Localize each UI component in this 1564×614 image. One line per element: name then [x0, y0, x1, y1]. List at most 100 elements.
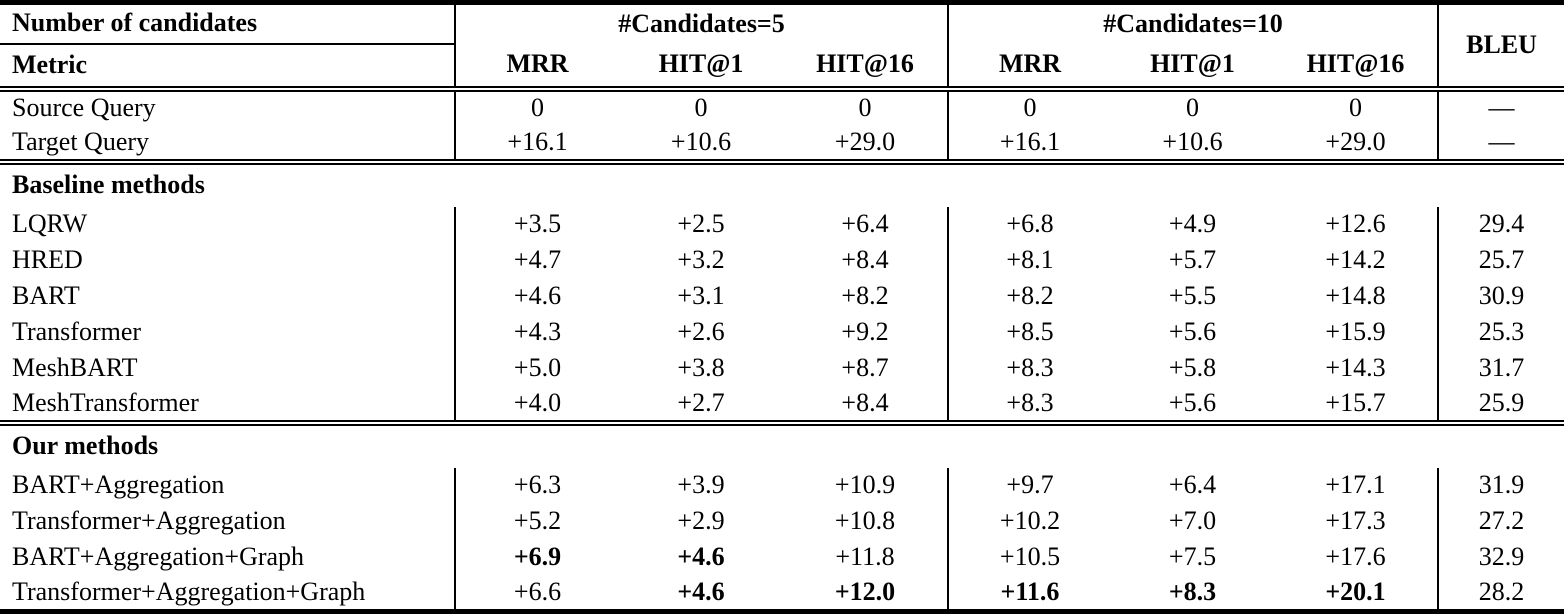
- metric-value: +10.5: [947, 539, 1111, 576]
- table-row-meshbart: MeshBART +5.0 +3.8 +8.7 +8.3 +5.8 +14.3 …: [0, 350, 1564, 387]
- metric-value: +10.2: [947, 503, 1111, 540]
- header-group-candidates-5: #Candidates=5: [454, 2, 948, 44]
- header-hit1-5: HIT@1: [619, 43, 783, 92]
- section-title-ours: Our methods: [12, 431, 159, 461]
- metric-value: +5.7: [1168, 245, 1217, 275]
- section-title-row: Our methods: [0, 423, 1564, 468]
- metric-value: +10.8: [834, 506, 896, 536]
- metric-value: +14.2: [1325, 245, 1386, 275]
- metric-value: +5.0: [454, 350, 619, 387]
- metric-value: —: [1437, 88, 1564, 126]
- metric-value: 0: [1186, 93, 1199, 123]
- metric-value: +3.8: [677, 352, 725, 382]
- metric-value: +15.7: [1274, 386, 1439, 426]
- table-row-target-query: Target Query +16.1 +10.6 +29.0 +16.1 +10…: [0, 125, 1564, 165]
- metric-value: 25.7: [1437, 242, 1564, 279]
- metric-value: 30.9: [1437, 278, 1564, 315]
- metric-value: +3.1: [677, 281, 725, 311]
- metric-value: +12.0: [834, 576, 896, 606]
- header-hit1-10: HIT@1: [1111, 43, 1274, 92]
- section-title-row: Baseline methods: [0, 162, 1564, 207]
- metric-value: 0: [947, 88, 1111, 126]
- table-row-hred: HRED +4.7 +3.2 +8.4 +8.1 +5.7 +14.2 25.7: [0, 242, 1564, 279]
- header-hit16-5: HIT@16: [783, 43, 948, 92]
- metric-value: 0: [858, 93, 872, 123]
- table-row-bart: BART +4.6 +3.1 +8.2 +8.2 +5.5 +14.8 30.9: [0, 278, 1564, 315]
- metric-value: +17.1: [1325, 470, 1386, 500]
- method-label: Transformer: [12, 317, 142, 347]
- metric-value: +4.6: [677, 576, 725, 606]
- metric-value: 31.9: [1437, 467, 1564, 504]
- metric-value: +10.6: [619, 125, 783, 165]
- metric-value: 31.7: [1437, 350, 1564, 387]
- metric-value: 28.2: [1437, 575, 1564, 612]
- metric-value: +10.6: [1111, 125, 1274, 165]
- metric-value: +4.3: [454, 314, 619, 351]
- header-row-1: Number of candidates #Candidates=5 #Cand…: [0, 2, 1564, 92]
- metric-value: +4.7: [454, 242, 619, 279]
- method-label: Target Query: [0, 125, 455, 165]
- metric-value: 25.9: [1437, 386, 1564, 426]
- metric-value: +14.8: [1325, 281, 1386, 311]
- metric-value: +9.7: [947, 467, 1111, 504]
- metric-value: +8.4: [841, 245, 889, 275]
- table-row-transformer-aggregation: Transformer+Aggregation +5.2 +2.9 +10.8 …: [0, 503, 1564, 540]
- metric-value: +5.2: [454, 503, 619, 540]
- method-label: Transformer+Aggregation+Graph: [12, 576, 366, 606]
- metric-value: +10.9: [834, 470, 896, 500]
- metric-value: +2.9: [677, 506, 725, 536]
- metric-value: +16.1: [454, 125, 619, 165]
- metric-value: +8.2: [947, 278, 1111, 315]
- metric-value: +8.3: [947, 386, 1111, 426]
- metric-value: 27.2: [1437, 503, 1564, 540]
- metric-value: 0: [1349, 93, 1362, 123]
- method-label: Source Query: [12, 93, 156, 123]
- header-mrr-5: MRR: [454, 43, 619, 92]
- method-label: BART+Aggregation+Graph: [12, 542, 305, 572]
- metric-value: +4.0: [454, 386, 619, 426]
- method-label: MeshBART: [12, 352, 138, 382]
- metric-value: +5.5: [1168, 281, 1217, 311]
- header-row-2: Metric MRR HIT@1 HIT@16 MRR HIT@1 HIT@16: [0, 43, 1564, 92]
- header-metric: Metric: [0, 43, 455, 92]
- table-row-meshtransformer: MeshTransformer +4.0 +2.7 +8.4 +8.3 +5.6…: [0, 386, 1564, 426]
- metric-value: +4.6: [454, 278, 619, 315]
- metric-value: +29.0: [783, 125, 948, 165]
- header-group-candidates-10: #Candidates=10: [946, 2, 1439, 44]
- metric-value: 29.4: [1437, 206, 1564, 243]
- method-label: LQRW: [12, 209, 88, 239]
- metric-value: +17.3: [1325, 506, 1386, 536]
- method-label: BART: [12, 281, 80, 311]
- metric-value: +11.6: [947, 575, 1111, 612]
- metric-value: +8.7: [841, 352, 889, 382]
- metric-value: +12.6: [1325, 209, 1386, 239]
- metric-value: +8.1: [947, 242, 1111, 279]
- method-label: BART+Aggregation: [12, 470, 225, 500]
- metric-value: +8.4: [783, 386, 948, 426]
- method-label: HRED: [12, 245, 83, 275]
- metric-value: 25.3: [1437, 314, 1564, 351]
- method-label: MeshTransformer: [0, 386, 455, 426]
- header-mrr-10: MRR: [947, 43, 1111, 92]
- metric-value: +7.5: [1168, 542, 1217, 572]
- metric-value: +5.6: [1111, 386, 1274, 426]
- metric-value: +4.9: [1168, 209, 1217, 239]
- metric-value: +6.3: [454, 467, 619, 504]
- metric-value: +6.4: [1168, 470, 1217, 500]
- section-title-baseline: Baseline methods: [12, 170, 205, 200]
- header-number-of-candidates: Number of candidates: [0, 2, 455, 45]
- table-row-source-query: Source Query 0 0 0 0 0 0 —: [0, 88, 1564, 126]
- metric-value: +3.5: [454, 206, 619, 243]
- metric-value: +8.5: [947, 314, 1111, 351]
- table-row-bart-aggregation-graph: BART+Aggregation+Graph +6.9 +4.6 +11.8 +…: [0, 539, 1564, 576]
- metric-value: +2.7: [619, 386, 783, 426]
- metric-value: +6.4: [841, 209, 889, 239]
- metric-value: +9.2: [841, 317, 889, 347]
- table-row-transformer-aggregation-graph: Transformer+Aggregation+Graph +6.6 +4.6 …: [0, 575, 1564, 612]
- metric-value: +2.6: [677, 317, 725, 347]
- table-row-bart-aggregation: BART+Aggregation +6.3 +3.9 +10.9 +9.7 +6…: [0, 467, 1564, 504]
- metric-value: +16.1: [947, 125, 1111, 165]
- metric-value: +5.6: [1168, 317, 1217, 347]
- table-row-transformer: Transformer +4.3 +2.6 +9.2 +8.5 +5.6 +15…: [0, 314, 1564, 351]
